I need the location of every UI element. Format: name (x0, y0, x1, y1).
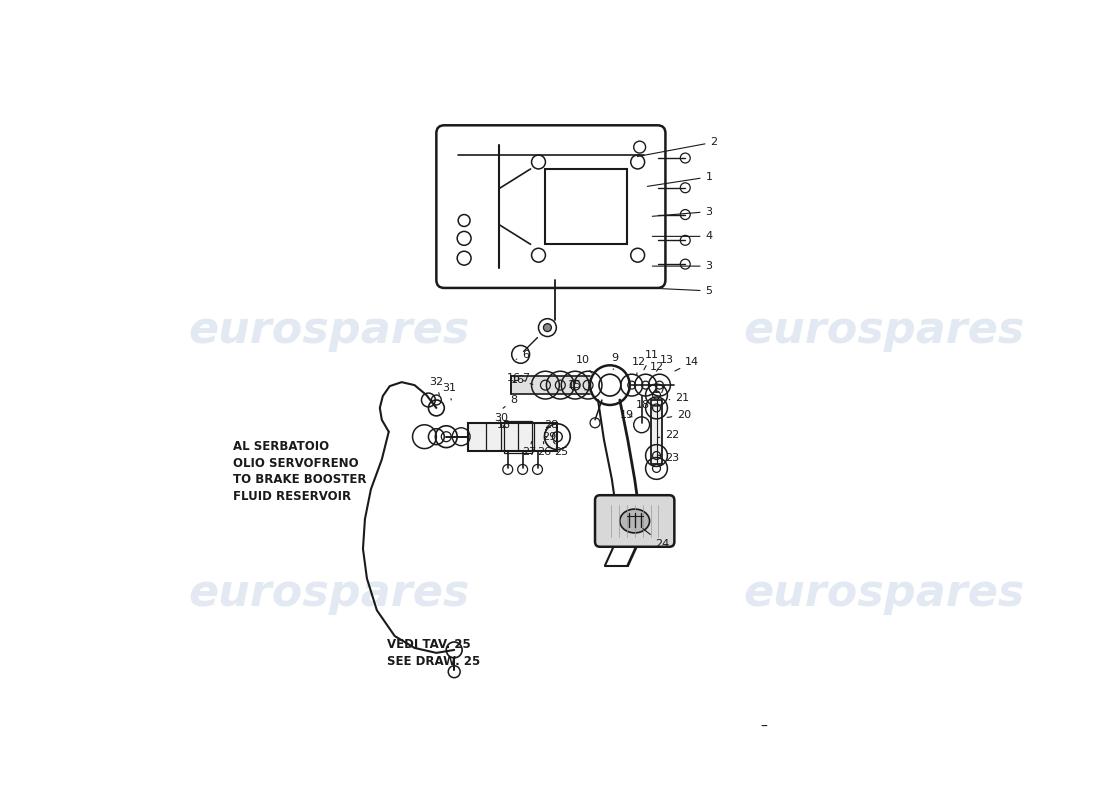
Text: 16: 16 (510, 375, 532, 385)
Text: 25: 25 (553, 442, 569, 457)
Text: 30: 30 (494, 413, 508, 428)
Text: eurospares: eurospares (744, 572, 1025, 615)
Bar (510, 376, 590, 394)
Text: 18: 18 (636, 400, 650, 410)
Text: 13: 13 (657, 355, 673, 371)
Text: 3: 3 (652, 206, 713, 217)
Text: 10: 10 (576, 355, 592, 373)
Text: 28: 28 (544, 420, 559, 430)
Text: FLUID RESERVOIR: FLUID RESERVOIR (233, 490, 351, 503)
Text: 17: 17 (650, 385, 667, 395)
Text: 4: 4 (652, 231, 713, 242)
Text: 20: 20 (668, 410, 691, 420)
Text: 24: 24 (642, 529, 670, 549)
Text: 27: 27 (522, 442, 537, 457)
Text: 11: 11 (644, 350, 659, 370)
Text: 16: 16 (507, 373, 526, 383)
Text: 32: 32 (429, 377, 443, 395)
Text: eurospares: eurospares (188, 309, 470, 352)
Bar (504, 421, 531, 453)
Text: 19: 19 (619, 410, 634, 420)
Bar (469, 423, 558, 450)
Text: TO BRAKE BOOSTER: TO BRAKE BOOSTER (233, 474, 366, 486)
Text: 5: 5 (649, 286, 713, 296)
Text: 12: 12 (649, 362, 663, 375)
Text: 7: 7 (514, 373, 529, 383)
Bar (546, 169, 627, 244)
Text: 21: 21 (669, 393, 690, 403)
Text: eurospares: eurospares (744, 309, 1025, 352)
Text: 18: 18 (497, 420, 510, 430)
Bar (650, 400, 662, 465)
Text: 6: 6 (516, 350, 529, 360)
Text: 22: 22 (658, 430, 680, 440)
Text: eurospares: eurospares (188, 572, 470, 615)
Circle shape (543, 324, 551, 331)
Text: 29: 29 (542, 432, 557, 442)
Text: 1: 1 (648, 172, 713, 186)
Text: 9: 9 (612, 354, 618, 370)
Text: VEDI TAV. 25: VEDI TAV. 25 (387, 638, 471, 651)
Text: 23: 23 (658, 453, 680, 462)
Text: 15: 15 (569, 380, 585, 390)
Text: 8: 8 (503, 395, 517, 408)
Text: OLIO SERVOFRENO: OLIO SERVOFRENO (233, 457, 359, 470)
Text: SEE DRAW. 25: SEE DRAW. 25 (387, 655, 480, 668)
FancyBboxPatch shape (595, 495, 674, 546)
Text: 31: 31 (442, 383, 456, 400)
Text: 3: 3 (652, 261, 713, 271)
Ellipse shape (619, 509, 650, 533)
Text: 26: 26 (538, 442, 551, 457)
Text: 14: 14 (675, 358, 700, 371)
Text: 12: 12 (631, 358, 646, 375)
Text: 2: 2 (637, 137, 717, 157)
Text: AL SERBATOIO: AL SERBATOIO (233, 440, 329, 453)
Text: –: – (760, 720, 767, 734)
